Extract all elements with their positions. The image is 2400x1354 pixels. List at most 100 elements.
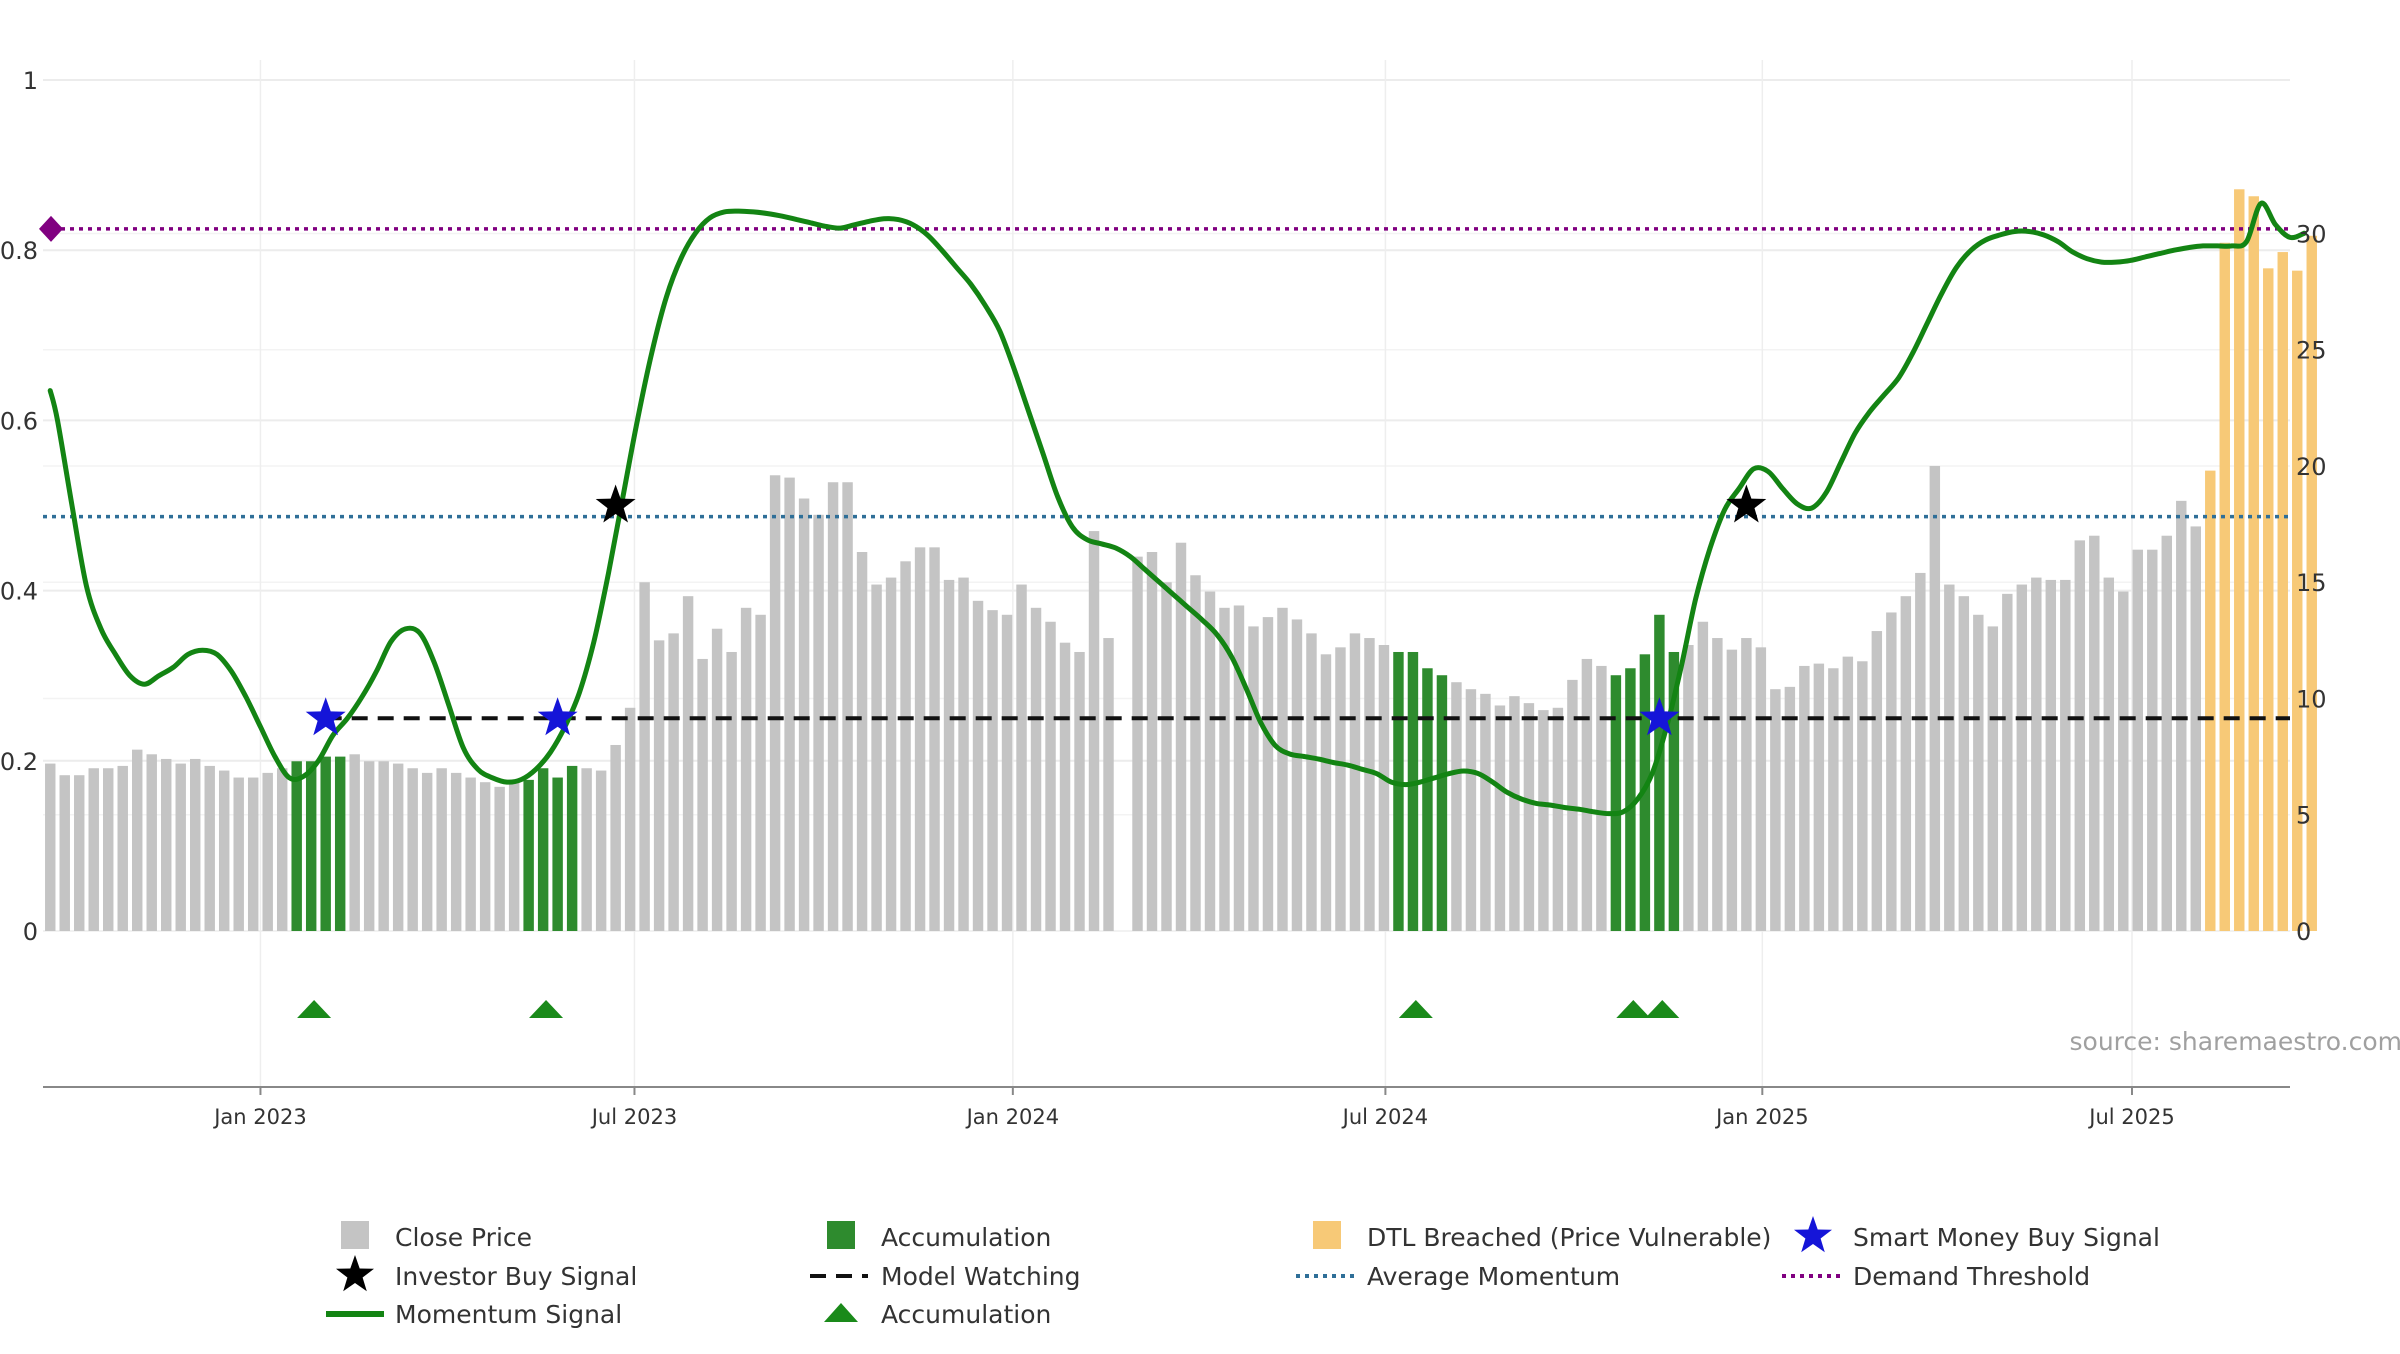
price-bar bbox=[2176, 501, 2186, 931]
x-tick-label: Jul 2023 bbox=[590, 1105, 677, 1129]
price-bar bbox=[1741, 638, 1751, 931]
price-bar bbox=[1219, 608, 1229, 931]
price-bar bbox=[45, 764, 55, 931]
price-bar bbox=[799, 499, 809, 931]
accumulation-bar bbox=[1422, 668, 1432, 931]
price-bar bbox=[683, 596, 693, 931]
price-bar bbox=[349, 754, 359, 931]
price-bar bbox=[1263, 617, 1273, 931]
price-bar bbox=[900, 561, 910, 931]
price-bar bbox=[2075, 540, 2085, 931]
legend-investor-star-icon bbox=[336, 1255, 374, 1291]
price-bar bbox=[639, 582, 649, 931]
price-bar bbox=[1843, 657, 1853, 931]
accumulation-triangle-icon bbox=[529, 1000, 563, 1018]
price-bar bbox=[465, 778, 475, 931]
left-tick-label: 0.8 bbox=[0, 237, 38, 265]
accumulation-bar bbox=[1393, 652, 1403, 931]
price-bar bbox=[494, 787, 504, 931]
right-tick-label: 30 bbox=[2296, 220, 2327, 248]
price-bar bbox=[1973, 615, 1983, 931]
price-bar bbox=[1248, 626, 1258, 931]
price-bar bbox=[451, 773, 461, 931]
price-bar bbox=[1321, 654, 1331, 931]
legend-smart-money: Smart Money Buy Signal bbox=[1853, 1223, 2160, 1252]
price-bar bbox=[1045, 622, 1055, 931]
price-bar bbox=[1538, 710, 1548, 931]
price-bar bbox=[1074, 652, 1084, 931]
price-bar bbox=[2133, 550, 2143, 931]
price-bar bbox=[1582, 659, 1592, 931]
price-bar bbox=[1799, 666, 1809, 931]
price-bar bbox=[712, 629, 722, 931]
price-bar bbox=[480, 782, 490, 931]
right-tick-label: 5 bbox=[2296, 802, 2311, 830]
smart-money-star-icon bbox=[538, 697, 578, 735]
price-bar bbox=[1915, 573, 1925, 931]
price-bar bbox=[2147, 550, 2157, 931]
price-bar bbox=[378, 761, 388, 931]
accumulation-triangle-icon bbox=[297, 1000, 331, 1018]
dtl-bar bbox=[2292, 271, 2302, 931]
price-bar bbox=[1132, 557, 1142, 931]
price-bar bbox=[1509, 696, 1519, 931]
dtl-bar bbox=[2249, 196, 2259, 931]
price-bar bbox=[118, 766, 128, 931]
price-bar bbox=[813, 515, 823, 931]
price-bar bbox=[1828, 668, 1838, 931]
price-bar bbox=[1698, 622, 1708, 931]
price-bar bbox=[219, 771, 229, 931]
price-bar bbox=[2089, 536, 2099, 931]
left-tick-label: 0.6 bbox=[0, 407, 38, 435]
accumulation-bar bbox=[320, 757, 330, 931]
price-bar bbox=[1379, 645, 1389, 931]
price-bar bbox=[1770, 689, 1780, 931]
price-bar bbox=[407, 768, 417, 931]
price-bar bbox=[1930, 466, 1940, 931]
price-bar bbox=[784, 478, 794, 931]
price-bar bbox=[1988, 626, 1998, 931]
price-bar bbox=[770, 475, 780, 931]
accumulation-bar bbox=[1611, 675, 1621, 931]
price-bar bbox=[1524, 703, 1534, 931]
accumulation-bar bbox=[1408, 652, 1418, 931]
price-bar bbox=[74, 775, 84, 931]
price-bar bbox=[1944, 585, 1954, 931]
price-bar bbox=[147, 754, 157, 931]
legend-accumulation-triangle-icon bbox=[824, 1303, 858, 1322]
legend: Close Price Accumulation DTL Breached (P… bbox=[326, 1216, 2160, 1329]
price-bar bbox=[726, 652, 736, 931]
price-bar bbox=[1016, 585, 1026, 931]
price-bar bbox=[1596, 666, 1606, 931]
accumulation-bar bbox=[306, 761, 316, 931]
price-bar bbox=[973, 601, 983, 931]
price-bar bbox=[1277, 608, 1287, 931]
price-bar bbox=[1364, 638, 1374, 931]
price-bar bbox=[654, 640, 664, 931]
price-bar bbox=[1350, 633, 1360, 931]
left-tick-label: 1 bbox=[23, 67, 38, 95]
price-bar bbox=[2046, 580, 2056, 931]
dtl-bar bbox=[2263, 268, 2273, 931]
legend-swatch-dtl bbox=[1313, 1221, 1341, 1249]
price-bar bbox=[1756, 647, 1766, 931]
right-tick-label: 25 bbox=[2296, 337, 2327, 365]
price-bar bbox=[1872, 631, 1882, 931]
legend-swatch-close-price bbox=[341, 1221, 369, 1249]
price-bar bbox=[1306, 633, 1316, 931]
price-bar bbox=[2162, 536, 2172, 931]
accumulation-bar bbox=[552, 778, 562, 931]
price-bar bbox=[1553, 708, 1563, 931]
price-bar bbox=[422, 773, 432, 931]
price-bar bbox=[233, 778, 243, 931]
price-bar bbox=[871, 585, 881, 931]
x-tick-label: Jan 2023 bbox=[212, 1105, 307, 1129]
price-bar bbox=[1959, 596, 1969, 931]
accumulation-triangle-icon bbox=[1399, 1000, 1433, 1018]
price-bar bbox=[842, 482, 852, 931]
price-bar bbox=[1785, 687, 1795, 931]
right-tick-label: 20 bbox=[2296, 453, 2327, 481]
price-bar bbox=[1234, 605, 1244, 931]
